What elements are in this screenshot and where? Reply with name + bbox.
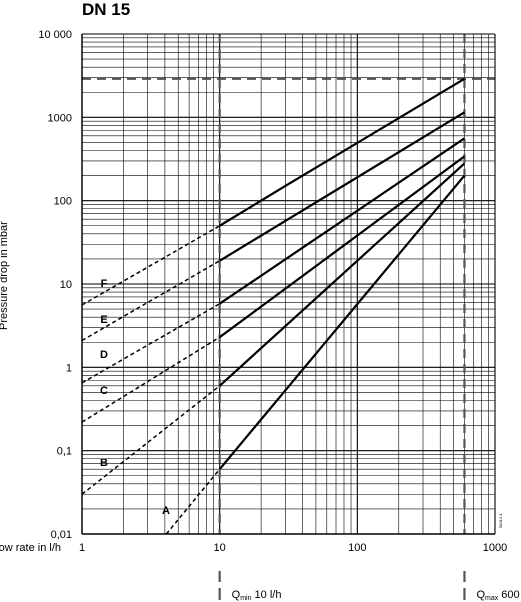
x-tick-label: 1 [79, 542, 85, 554]
x-tick-label: 1000 [483, 542, 507, 554]
series-f-dashed [81, 225, 221, 306]
reference-labels: Qmin 10 l/h Qmax 600 l/h [232, 589, 521, 602]
series-b-dashed [81, 385, 221, 495]
series-e-label: E [100, 314, 107, 326]
series-f-line [219, 77, 466, 227]
series-d-dashed [81, 303, 221, 384]
y-tick-label: 0,1 [57, 446, 72, 458]
y-tick-label: 1000 [48, 112, 72, 124]
series-e-dashed [81, 260, 221, 342]
series-d-label: D [100, 349, 108, 361]
reference-lines [82, 34, 495, 600]
series-a-dashed [165, 468, 221, 535]
series-c-label: C [100, 385, 108, 397]
y-tick-label: 100 [54, 196, 72, 208]
series-b-line [218, 162, 466, 387]
chart-title: DN 15 [82, 0, 130, 19]
series-a-label: A [162, 505, 170, 517]
plot-frame [81, 33, 496, 535]
y-axis-label: Pressure drop in mbar [0, 221, 10, 330]
series-group: A B C D E F [81, 77, 466, 535]
series-e-line [219, 111, 466, 262]
series-c-dashed [81, 336, 221, 423]
x-axis-label: Flow rate in l/h [0, 542, 61, 554]
y-tick-label: 1 [66, 362, 72, 374]
series-d-line [219, 137, 466, 305]
y-tick-labels: 0,01 0,1 1 10 100 1000 10 000 [38, 29, 72, 541]
series-c-line [219, 155, 466, 339]
series-a-line [218, 174, 466, 470]
x-tick-labels: 1 10 100 1000 [79, 542, 507, 554]
y-tick-label: 0,01 [51, 529, 72, 541]
y-tick-label: 10 [60, 279, 72, 291]
y-tick-label: 10 000 [38, 29, 72, 41]
series-f-label: F [101, 278, 108, 290]
figure-id-label: 58412.4 [498, 513, 503, 528]
reference-label: Qmin 10 l/h [232, 589, 282, 602]
reference-label: Qmax 600 l/h [476, 589, 521, 602]
x-tick-label: 10 [214, 542, 226, 554]
x-tick-label: 100 [348, 542, 366, 554]
series-b-label: B [100, 457, 108, 469]
